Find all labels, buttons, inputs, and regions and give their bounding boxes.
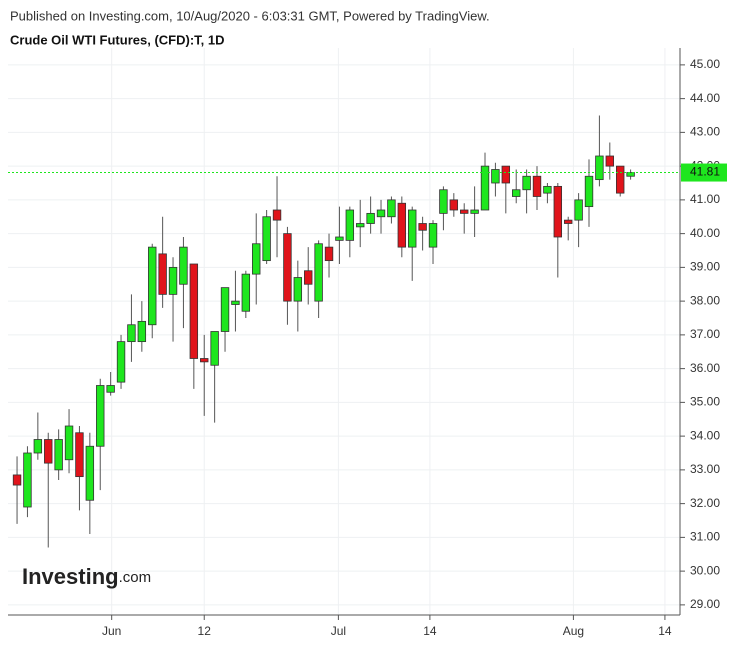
candle-body xyxy=(189,263,199,359)
candle-body xyxy=(553,185,563,238)
y-tick-label: 35.00 xyxy=(690,395,720,409)
candle-body xyxy=(605,155,615,167)
y-tick-label: 36.00 xyxy=(690,361,720,375)
candle-body xyxy=(283,233,292,302)
candle-body xyxy=(272,209,282,221)
candle-body xyxy=(324,246,334,262)
candle-body xyxy=(501,165,511,184)
candle-body xyxy=(470,209,479,214)
x-tick-label: 14 xyxy=(658,624,672,638)
y-tick-label: 39.00 xyxy=(690,260,720,274)
candle-body xyxy=(85,445,95,501)
candle-body xyxy=(584,175,594,208)
y-tick-label: 43.00 xyxy=(690,125,720,139)
candle-body xyxy=(345,209,355,241)
candle-body xyxy=(54,439,63,471)
plot-area: 45.0044.0043.0042.0041.0040.0039.0038.00… xyxy=(8,48,727,638)
candle-body xyxy=(252,243,261,275)
candle-body xyxy=(304,270,313,285)
candle-body xyxy=(376,209,386,218)
candle-body xyxy=(262,216,271,262)
candle-body xyxy=(179,246,188,285)
candle-body xyxy=(116,341,126,383)
candle-body xyxy=(293,277,303,302)
candle-body xyxy=(12,474,22,486)
candle-body xyxy=(200,358,209,363)
candle-body xyxy=(480,165,490,211)
x-tick-label: 12 xyxy=(198,624,212,638)
candle-body xyxy=(158,253,167,295)
candle-body xyxy=(44,439,53,464)
candle-body xyxy=(106,385,115,393)
y-tick-label: 33.00 xyxy=(690,462,720,476)
candle-body xyxy=(231,300,240,305)
candle-body xyxy=(241,273,251,312)
candle-body xyxy=(428,223,438,248)
y-tick-label: 44.00 xyxy=(690,91,720,105)
candle-body xyxy=(387,199,396,218)
candle-body xyxy=(210,331,219,366)
chart-title: Crude Oil WTI Futures, (CFD):T, 1D xyxy=(10,32,225,47)
y-tick-label: 37.00 xyxy=(690,327,720,341)
y-tick-label: 32.00 xyxy=(690,496,720,510)
candle-body xyxy=(220,287,230,332)
x-tick-label: 14 xyxy=(423,624,437,638)
x-tick-label: Jun xyxy=(102,624,121,638)
candle-body xyxy=(522,175,531,191)
candle-body xyxy=(33,439,43,454)
candle-body xyxy=(148,246,157,326)
candle-body xyxy=(75,432,84,478)
candle-body xyxy=(512,189,521,197)
candle-body xyxy=(127,324,136,343)
candle-body xyxy=(449,199,459,211)
x-tick-label: Jul xyxy=(331,624,346,638)
candle-body xyxy=(23,452,32,508)
y-tick-label: 29.00 xyxy=(690,597,720,611)
candle-body xyxy=(491,169,500,184)
candle-body xyxy=(408,209,417,248)
y-tick-label: 38.00 xyxy=(690,293,720,307)
candle-body xyxy=(366,212,375,224)
y-tick-label: 31.00 xyxy=(690,530,720,544)
y-tick-label: 45.00 xyxy=(690,57,720,71)
candle-body xyxy=(64,425,74,461)
candle-body xyxy=(168,266,178,295)
candle-body xyxy=(595,155,604,181)
candle-body xyxy=(418,223,427,231)
logo-brand: Investing xyxy=(22,564,119,589)
y-tick-label: 40.00 xyxy=(690,226,720,240)
x-tick-label: Aug xyxy=(563,624,584,638)
last-price-box xyxy=(681,163,727,182)
candle-body xyxy=(96,385,105,447)
logo: Investing.com xyxy=(22,564,151,589)
y-tick-label: 41.00 xyxy=(690,192,720,206)
candle-body xyxy=(397,202,407,248)
candle-body xyxy=(626,172,635,177)
candle-body xyxy=(439,189,448,214)
candle-body xyxy=(335,236,344,241)
candle-body xyxy=(574,199,583,221)
logo-suffix: .com xyxy=(119,569,152,586)
candle-body xyxy=(356,223,365,228)
last-price-label: 41.81 xyxy=(690,165,720,179)
y-tick-label: 34.00 xyxy=(690,428,720,442)
candle-body xyxy=(314,243,323,302)
candle-body xyxy=(137,320,147,343)
published-note: Published on Investing.com, 10/Aug/2020 … xyxy=(10,8,490,23)
candle-body xyxy=(543,185,552,194)
candle-body xyxy=(564,219,573,224)
candle-body xyxy=(460,209,469,214)
y-tick-label: 30.00 xyxy=(690,563,720,577)
candle-body xyxy=(532,175,542,197)
candle-body xyxy=(616,165,625,194)
